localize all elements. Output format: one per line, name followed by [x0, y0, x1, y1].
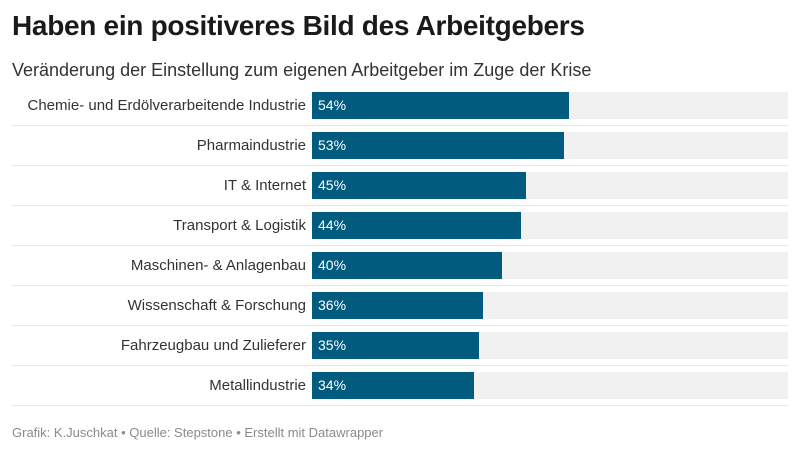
bar-row: IT & Internet 45% [12, 166, 788, 206]
bar-row: Transport & Logistik 44% [12, 206, 788, 246]
bar: 44% [312, 212, 522, 239]
bar: 34% [312, 372, 474, 399]
bar-row: Fahrzeugbau und Zulieferer 35% [12, 326, 788, 366]
bar-value-label: 53% [318, 137, 347, 153]
chart-title: Haben ein positiveres Bild des Arbeitgeb… [12, 10, 585, 41]
bar-chart: Chemie- und Erdölverarbeitende Industrie… [12, 86, 788, 406]
bar-track: 34% [312, 372, 788, 399]
bar-track: 36% [312, 292, 788, 319]
bar-track: 44% [312, 212, 788, 239]
bar: 53% [312, 132, 565, 159]
category-label: Fahrzeugbau und Zulieferer [120, 337, 306, 354]
category-label: Chemie- und Erdölverarbeitende Industrie [27, 97, 307, 114]
bar-track: 35% [312, 332, 788, 359]
bar-row: Metallindustrie 34% [12, 366, 788, 406]
bar-track: 53% [312, 132, 788, 159]
bar-value-label: 45% [318, 177, 347, 193]
bar-value-label: 36% [318, 297, 347, 313]
bar: 54% [312, 92, 570, 119]
category-label: Maschinen- & Anlagenbau [130, 257, 306, 274]
bar-row: Wissenschaft & Forschung 36% [12, 286, 788, 326]
bar-row: Chemie- und Erdölverarbeitende Industrie… [12, 86, 788, 126]
chart-subtitle: Veränderung der Einstellung zum eigenen … [12, 60, 592, 80]
category-label: Transport & Logistik [173, 217, 306, 234]
bar-value-label: 40% [318, 257, 347, 273]
bar-value-label: 54% [318, 97, 347, 113]
bar: 45% [312, 172, 527, 199]
bar: 40% [312, 252, 503, 279]
bar-value-label: 44% [318, 217, 347, 233]
bar-track: 54% [312, 92, 788, 119]
bar-track: 40% [312, 252, 788, 279]
bar: 35% [312, 332, 479, 359]
category-label: Wissenschaft & Forschung [127, 297, 306, 314]
bar: 36% [312, 292, 484, 319]
category-label: Pharmaindustrie [196, 137, 306, 154]
bar-track: 45% [312, 172, 788, 199]
bar-row: Pharmaindustrie 53% [12, 126, 788, 166]
bar-row: Maschinen- & Anlagenbau 40% [12, 246, 788, 286]
chart-footer: Grafik: K.Juschkat • Quelle: Stepstone •… [12, 425, 384, 440]
category-label: Metallindustrie [209, 377, 306, 394]
category-label: IT & Internet [223, 177, 306, 194]
bar-value-label: 34% [318, 377, 347, 393]
bar-value-label: 35% [318, 337, 347, 353]
